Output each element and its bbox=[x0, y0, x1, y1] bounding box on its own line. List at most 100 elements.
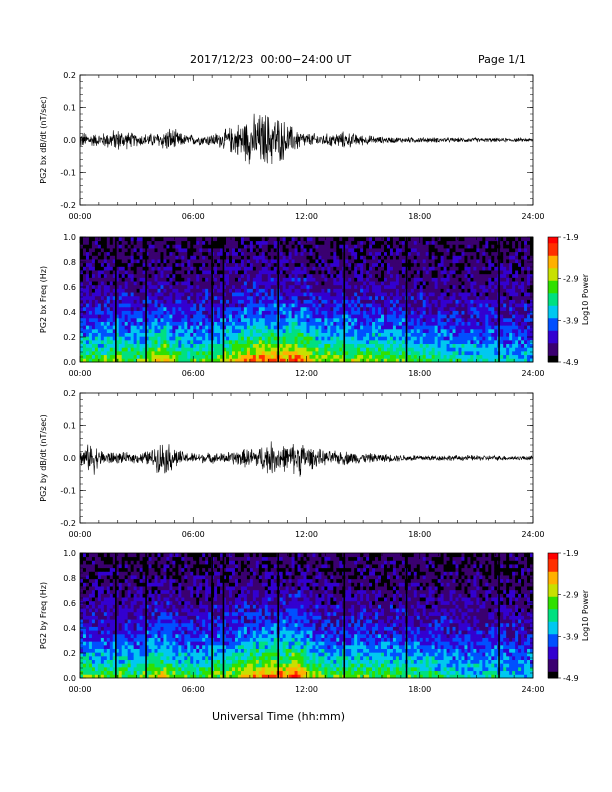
spectrogram-cell bbox=[354, 321, 358, 326]
spectrogram-cell bbox=[351, 354, 355, 359]
spectrogram-cell bbox=[452, 310, 456, 315]
spectrogram-cell bbox=[422, 251, 427, 256]
spectrogram-cell bbox=[285, 240, 290, 245]
spectrogram-cell bbox=[184, 244, 188, 249]
spectrogram-cell bbox=[485, 284, 489, 289]
spectrogram-cell bbox=[85, 350, 90, 356]
spectrogram-cell bbox=[258, 244, 263, 249]
spectrogram-cell bbox=[237, 277, 242, 282]
spectrogram-cell bbox=[154, 303, 158, 308]
spectrogram-cell bbox=[458, 321, 462, 326]
spectrogram-cell bbox=[491, 358, 495, 363]
spectrogram-cell bbox=[166, 358, 170, 363]
spectrogram-cell bbox=[270, 281, 275, 286]
spectrogram-cell bbox=[157, 317, 161, 322]
spectrogram-cell bbox=[258, 248, 263, 253]
spectrogram-cell bbox=[360, 347, 364, 352]
spectrogram-cell bbox=[297, 358, 301, 363]
spectrogram-cell bbox=[231, 281, 236, 286]
spectrogram-cell bbox=[482, 339, 486, 345]
spectrogram-cell bbox=[264, 240, 269, 245]
spectrogram-cell bbox=[82, 339, 87, 345]
spectrogram-cell bbox=[398, 328, 403, 333]
spectrogram-cell bbox=[330, 288, 334, 293]
spectrogram-cell bbox=[357, 248, 361, 253]
spectrogram-cell bbox=[115, 325, 120, 330]
spectrogram-cell bbox=[494, 248, 498, 253]
spectrogram-cell bbox=[193, 237, 197, 242]
spectrogram-cell bbox=[476, 292, 480, 297]
spectrogram-cell bbox=[94, 240, 99, 245]
spectrogram-cell bbox=[446, 281, 450, 286]
spectrogram-cell bbox=[372, 281, 376, 286]
spectrogram-cell bbox=[327, 314, 331, 319]
spectrogram-cell bbox=[282, 266, 287, 271]
spectrogram-cell bbox=[124, 347, 129, 352]
spectrogram-cell bbox=[285, 350, 290, 356]
spectrogram-cell bbox=[324, 343, 328, 348]
spectrogram-cell bbox=[261, 325, 266, 330]
spectrogram-cell bbox=[446, 347, 450, 352]
spectrogram-cell bbox=[491, 281, 495, 286]
spectrogram-cell bbox=[273, 237, 278, 242]
spectrogram-cell bbox=[139, 277, 143, 282]
spectrogram-cell bbox=[237, 281, 242, 286]
spectrogram-cell bbox=[369, 266, 373, 271]
spectrogram-cell bbox=[485, 314, 489, 319]
spectrogram-cell bbox=[392, 347, 397, 352]
spectrogram-cell bbox=[154, 306, 158, 311]
spectrogram-cell bbox=[157, 332, 161, 337]
spectrogram-cell bbox=[473, 321, 477, 326]
spectrogram-cell bbox=[193, 281, 197, 286]
spectrogram-cell bbox=[175, 284, 179, 289]
spectrogram-cell bbox=[82, 336, 87, 341]
spectrogram-cell bbox=[324, 266, 328, 271]
spectrogram-cell bbox=[395, 295, 400, 300]
spectrogram-cell bbox=[169, 273, 173, 278]
spectrogram-cell bbox=[425, 321, 430, 326]
spectrogram-cell bbox=[434, 288, 439, 293]
spectrogram-cell bbox=[160, 248, 164, 253]
spectrogram-cell bbox=[345, 270, 349, 275]
spectrogram-cell bbox=[121, 306, 126, 311]
spectrogram-cell bbox=[455, 314, 459, 319]
spectrogram-cell bbox=[169, 347, 173, 352]
spectrogram-cell bbox=[199, 259, 203, 264]
spectrogram-cell bbox=[401, 266, 406, 271]
spectrogram-cell bbox=[282, 281, 287, 286]
spectrogram-cell bbox=[285, 339, 290, 345]
spectrogram-cell bbox=[395, 336, 400, 341]
spectrogram-cell bbox=[106, 314, 111, 319]
spectrogram-cell bbox=[85, 277, 90, 282]
spectrogram-cell bbox=[172, 325, 176, 330]
spectrogram-cell bbox=[375, 281, 379, 286]
spectrogram-cell bbox=[217, 350, 221, 356]
spectrogram-cell bbox=[97, 332, 102, 337]
spectrogram-cell bbox=[503, 255, 507, 260]
spectrogram-cell bbox=[148, 317, 152, 322]
spectrogram-cell bbox=[455, 336, 459, 341]
spectrogram-cell bbox=[121, 350, 126, 356]
spectrogram-cell bbox=[172, 332, 176, 337]
spectrogram-cell bbox=[449, 314, 453, 319]
spectrogram-cell bbox=[309, 273, 313, 278]
spectrogram-cell bbox=[240, 314, 245, 319]
spectrogram-cell bbox=[94, 354, 99, 359]
spectrogram-cell bbox=[428, 358, 433, 363]
spectrogram-cell bbox=[422, 281, 427, 286]
spectrogram-cell bbox=[103, 343, 108, 348]
spectrogram-cell bbox=[389, 292, 394, 297]
spectrogram-cell bbox=[202, 299, 206, 304]
spectrogram-cell bbox=[443, 240, 447, 245]
spectrogram-cell bbox=[410, 244, 415, 249]
spectrogram-cell bbox=[357, 237, 361, 242]
spectrogram-cell bbox=[205, 255, 209, 260]
spectrogram-cell bbox=[306, 251, 310, 256]
spectrogram-cell bbox=[190, 277, 194, 282]
spectrogram-cell bbox=[270, 339, 275, 345]
spectrogram-cell bbox=[163, 321, 167, 326]
spectrogram-cell bbox=[437, 314, 442, 319]
spectrogram-cell bbox=[270, 321, 275, 326]
spectrogram-cell bbox=[416, 325, 421, 330]
spectrogram-cell bbox=[389, 281, 394, 286]
